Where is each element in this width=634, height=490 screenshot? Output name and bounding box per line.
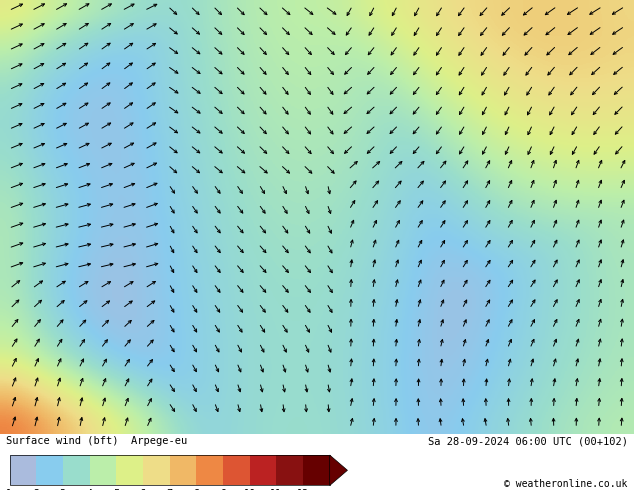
Text: 11: 11 (270, 489, 282, 490)
Text: 2: 2 (33, 489, 39, 490)
Text: Surface wind (bft)  Arpege-eu: Surface wind (bft) Arpege-eu (6, 437, 188, 446)
Bar (10, 455, 36, 486)
Text: 10: 10 (243, 489, 256, 490)
Text: 8: 8 (193, 489, 199, 490)
Polygon shape (330, 455, 347, 486)
Bar (223, 455, 250, 486)
Bar (303, 455, 330, 486)
Text: 7: 7 (167, 489, 172, 490)
Text: © weatheronline.co.uk: © weatheronline.co.uk (504, 479, 628, 489)
Bar (143, 455, 169, 486)
Bar (116, 455, 143, 486)
Text: 3: 3 (60, 489, 66, 490)
Bar (10, 455, 330, 486)
Text: 12: 12 (297, 489, 309, 490)
Text: 1: 1 (6, 489, 13, 490)
Bar (89, 455, 116, 486)
Text: 6: 6 (140, 489, 146, 490)
Text: Sa 28-09-2024 06:00 UTC (00+102): Sa 28-09-2024 06:00 UTC (00+102) (428, 437, 628, 446)
Bar (63, 455, 89, 486)
Bar (197, 455, 223, 486)
Bar (276, 455, 303, 486)
Text: 4: 4 (86, 489, 93, 490)
Bar (36, 455, 63, 486)
Text: 9: 9 (220, 489, 226, 490)
Text: 5: 5 (113, 489, 119, 490)
Bar (170, 455, 197, 486)
Bar (250, 455, 276, 486)
